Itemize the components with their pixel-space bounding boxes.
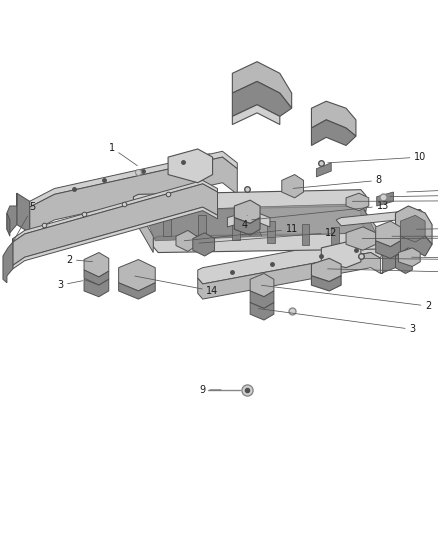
Polygon shape xyxy=(377,192,393,206)
Polygon shape xyxy=(13,184,218,265)
Polygon shape xyxy=(153,233,387,255)
Polygon shape xyxy=(381,242,396,273)
Polygon shape xyxy=(234,200,260,223)
Polygon shape xyxy=(138,211,153,253)
Polygon shape xyxy=(134,190,367,212)
Text: 8: 8 xyxy=(412,257,438,267)
Polygon shape xyxy=(396,248,412,273)
Polygon shape xyxy=(13,207,218,269)
Text: 1: 1 xyxy=(0,532,1,533)
Text: 10: 10 xyxy=(328,152,426,163)
Polygon shape xyxy=(247,204,376,236)
Polygon shape xyxy=(346,193,369,211)
Text: 1: 1 xyxy=(109,143,137,166)
Polygon shape xyxy=(7,213,10,236)
Polygon shape xyxy=(119,283,155,299)
Text: 11: 11 xyxy=(184,224,298,241)
Polygon shape xyxy=(250,291,274,309)
Text: 17: 17 xyxy=(353,195,438,205)
Text: 7: 7 xyxy=(392,231,438,241)
Text: 3: 3 xyxy=(258,309,415,334)
Polygon shape xyxy=(331,227,339,247)
Text: 5: 5 xyxy=(0,532,1,533)
Polygon shape xyxy=(311,259,341,281)
Text: 13: 13 xyxy=(251,201,389,220)
Text: 7: 7 xyxy=(0,532,1,533)
Polygon shape xyxy=(84,253,109,277)
Text: 14: 14 xyxy=(135,276,219,296)
Polygon shape xyxy=(232,218,240,240)
Polygon shape xyxy=(163,212,171,236)
Text: 6: 6 xyxy=(417,216,438,229)
Polygon shape xyxy=(168,149,212,183)
Polygon shape xyxy=(267,221,275,243)
Polygon shape xyxy=(198,236,383,284)
Polygon shape xyxy=(84,270,109,285)
Polygon shape xyxy=(198,215,206,238)
Text: 10: 10 xyxy=(364,257,438,267)
Text: 6: 6 xyxy=(0,532,1,533)
Polygon shape xyxy=(376,241,400,259)
Text: 18: 18 xyxy=(390,187,438,197)
Polygon shape xyxy=(400,215,425,242)
Polygon shape xyxy=(30,151,237,207)
Polygon shape xyxy=(336,209,425,226)
Polygon shape xyxy=(311,120,356,146)
Polygon shape xyxy=(17,193,30,233)
Polygon shape xyxy=(311,276,341,291)
Polygon shape xyxy=(301,224,310,245)
Polygon shape xyxy=(13,180,218,242)
Polygon shape xyxy=(346,227,376,250)
Polygon shape xyxy=(234,217,260,235)
Polygon shape xyxy=(311,101,356,136)
Polygon shape xyxy=(250,303,274,320)
Text: 5: 5 xyxy=(14,202,36,241)
Polygon shape xyxy=(84,279,109,297)
Polygon shape xyxy=(198,253,381,299)
Text: 2: 2 xyxy=(66,255,92,264)
Text: 15: 15 xyxy=(0,532,1,533)
Polygon shape xyxy=(232,82,292,116)
Polygon shape xyxy=(376,221,400,247)
Polygon shape xyxy=(119,260,155,291)
Polygon shape xyxy=(282,175,304,198)
Polygon shape xyxy=(396,227,432,256)
Polygon shape xyxy=(193,233,215,256)
Text: 12: 12 xyxy=(199,228,337,243)
Polygon shape xyxy=(7,193,17,233)
Polygon shape xyxy=(250,273,274,297)
Polygon shape xyxy=(232,62,292,108)
Polygon shape xyxy=(232,105,280,125)
Polygon shape xyxy=(321,242,361,268)
Text: 4: 4 xyxy=(328,269,438,278)
Text: 9: 9 xyxy=(200,385,221,395)
Polygon shape xyxy=(399,248,420,266)
Text: 10: 10 xyxy=(407,185,438,195)
Polygon shape xyxy=(361,206,381,249)
Polygon shape xyxy=(143,207,262,241)
Text: 16: 16 xyxy=(362,232,438,243)
Polygon shape xyxy=(227,211,270,227)
Text: 8: 8 xyxy=(293,175,382,188)
Polygon shape xyxy=(316,163,331,177)
Text: 3: 3 xyxy=(57,280,83,290)
Text: 2: 2 xyxy=(261,285,431,311)
Polygon shape xyxy=(396,206,432,245)
Text: 4: 4 xyxy=(241,215,247,230)
Polygon shape xyxy=(176,230,197,252)
Polygon shape xyxy=(30,157,237,233)
Polygon shape xyxy=(3,239,13,283)
